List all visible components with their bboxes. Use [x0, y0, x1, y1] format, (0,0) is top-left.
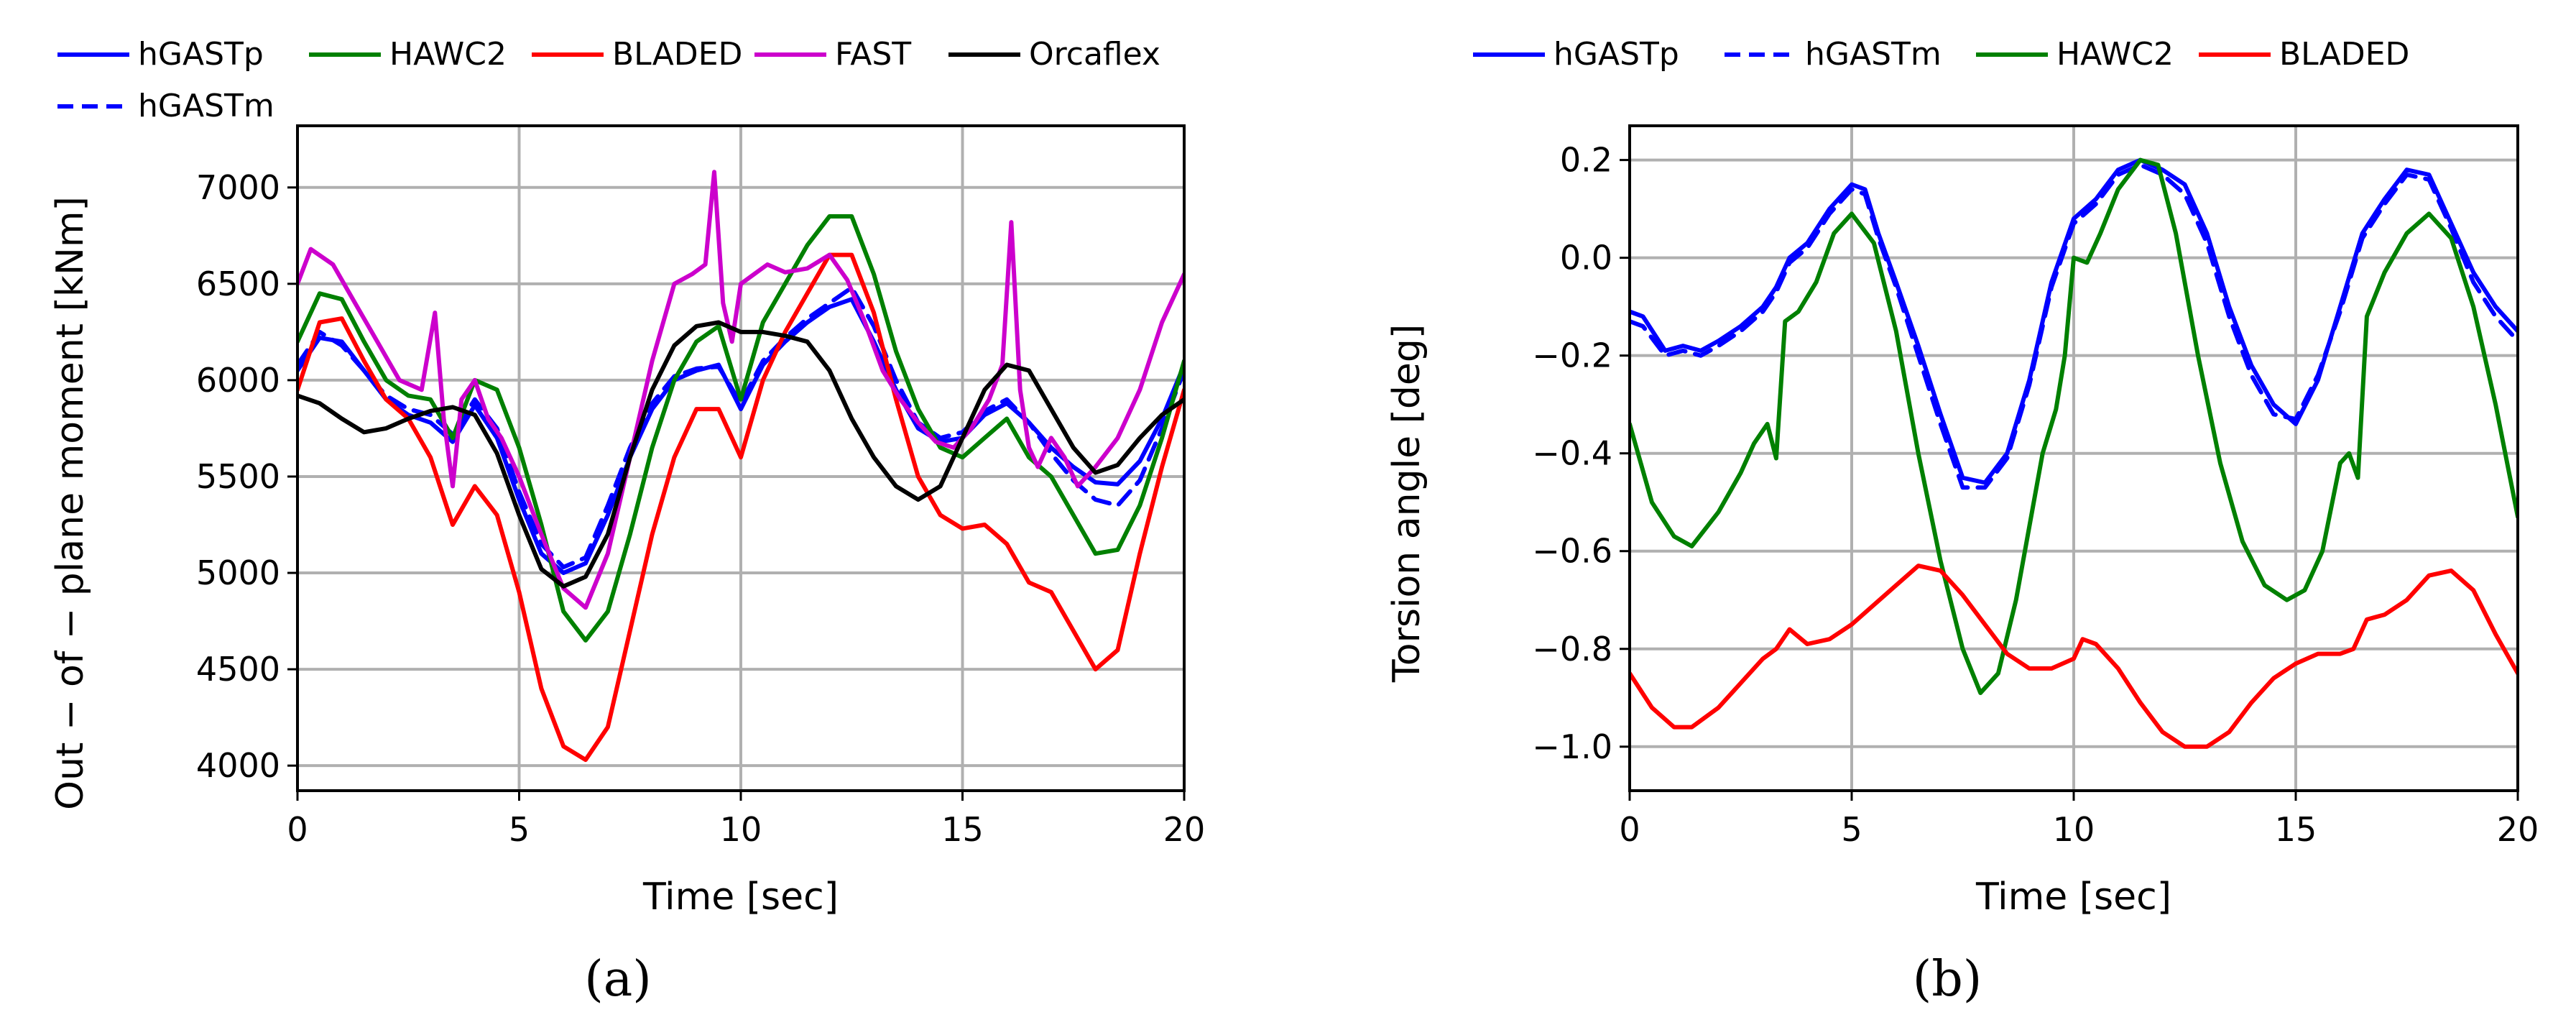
panel-b-ytick-label: 0.2	[1560, 141, 1612, 180]
panel-b-ytick-label: −0.2	[1532, 336, 1612, 375]
panel-b-ticks: 0 5 10 15 20 0.2 0.0 −0.2 −0.4 −0.6 −0.8 −1.0	[1532, 141, 2539, 849]
panel-a-xtick-label: 5	[509, 810, 530, 849]
panel-b-legend-label-hgastm: hGASTm	[1805, 36, 1942, 73]
panel-a-ytick-label: 6500	[196, 265, 280, 303]
panel-b-series-hawc2	[1630, 157, 2518, 695]
panel-a-ytick-label: 4000	[196, 746, 280, 785]
panel-b-series	[1630, 157, 2518, 749]
panel-b-legend-label-hgastp: hGASTp	[1554, 36, 1679, 73]
panel-a-xtick-label: 20	[1163, 810, 1206, 849]
panel-b-series-bladed	[1630, 564, 2518, 749]
panel-b-label: (b)	[1913, 951, 1982, 1008]
panel-b-legend-label-hawc2: HAWC2	[2056, 36, 2174, 73]
panel-b-xtick-label: 0	[1619, 810, 1640, 849]
panel-b-xtick-label: 15	[2275, 810, 2317, 849]
panel-b-chart: 0 5 10 15 20 0.2 0.0 −0.2 −0.4 −0.6 −0.8 −1.0 Time …	[1385, 36, 2539, 1008]
panel-b-ytick-label: −1.0	[1532, 727, 1612, 766]
panel-b-ylabel: Torsion angle [deg]	[1385, 324, 1428, 683]
panel-a-xtick-label: 0	[287, 810, 308, 849]
panel-b-series-hgastm	[1630, 162, 2518, 490]
panel-a-series	[297, 170, 1184, 763]
panel-b-legend: hGASTp hGASTm HAWC2 BLADED	[1473, 36, 2409, 73]
panel-a-xtick-label: 15	[941, 810, 984, 849]
panel-a-ytick-label: 6000	[196, 361, 280, 400]
panel-a-ticks: 0 5 10 15 20 4000 4500 5000 5500 6000 6500 7000	[196, 168, 1205, 849]
panel-a-xtick-label: 10	[720, 810, 762, 849]
panel-a-ytick-label: 5000	[196, 553, 280, 592]
panel-b-ytick-label: 0.0	[1560, 239, 1612, 277]
panel-b-ytick-label: −0.6	[1532, 532, 1612, 571]
panel-b-xtick-label: 5	[1841, 810, 1862, 849]
panel-a-legend-label-hgastm: hGASTm	[138, 88, 274, 124]
panel-a-ytick-label: 4500	[196, 650, 280, 689]
panel-a-label: (a)	[584, 951, 652, 1008]
panel-a-legend-label-hgastp: hGASTp	[138, 36, 264, 73]
panel-a-legend: hGASTp HAWC2 BLADED FAST Orcaflex hGASTm	[57, 36, 1160, 124]
panel-a-legend-label-fast: FAST	[835, 36, 911, 73]
panel-b-xtick-label: 10	[2053, 810, 2095, 849]
panel-a-ytick-label: 7000	[196, 168, 280, 207]
panel-a-legend-label-hawc2: HAWC2	[389, 36, 507, 73]
panel-a-ylabel: Out − of − plane moment [kNm]	[49, 196, 92, 810]
panel-b-xlabel: Time [sec]	[1975, 875, 2171, 919]
panel-a-chart: 0 5 10 15 20 4000 4500 5000 5500 6000 6500 7000 Tim…	[49, 36, 1205, 1008]
panel-a-xlabel: Time [sec]	[642, 875, 839, 919]
panel-b-legend-label-bladed: BLADED	[2279, 36, 2409, 73]
panel-a-legend-label-orcaflex: Orcaflex	[1029, 36, 1160, 73]
panel-a-ytick-label: 5500	[196, 457, 280, 496]
panel-a-series-orcaflex	[297, 320, 1184, 589]
panel-a-series-fast	[297, 170, 1184, 610]
panel-b-xtick-label: 20	[2497, 810, 2539, 849]
panel-a-series-bladed	[297, 252, 1184, 763]
panel-b-ytick-label: −0.8	[1532, 630, 1612, 668]
panel-a-legend-label-bladed: BLADED	[612, 36, 742, 73]
panel-b-ytick-label: −0.4	[1532, 434, 1612, 473]
